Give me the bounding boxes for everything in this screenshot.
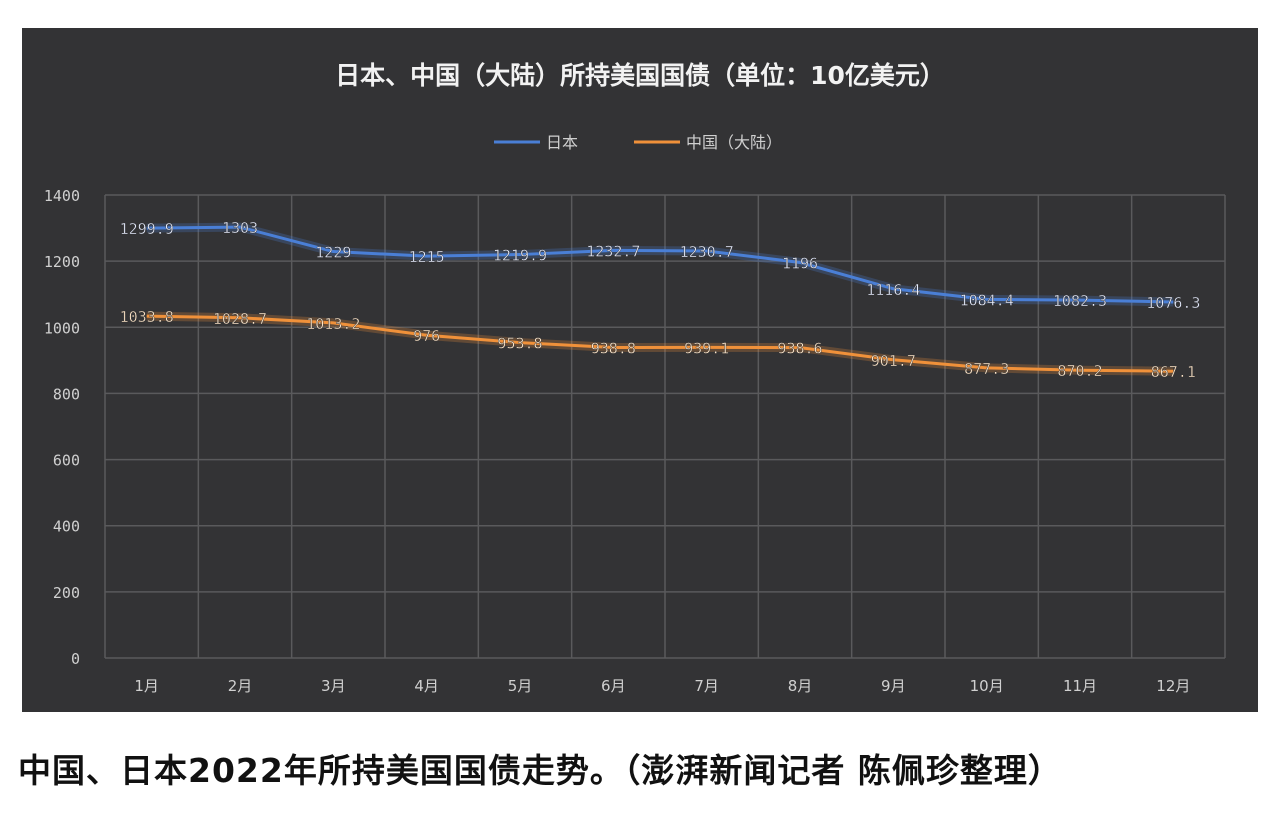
data-label: 1033.8 (120, 308, 174, 326)
data-label: 1232.7 (586, 242, 640, 260)
series-glow-0 (146, 222, 1174, 307)
data-label: 1013.2 (306, 315, 360, 333)
data-label: 1303 (222, 219, 258, 237)
x-tick-label: 4月 (414, 677, 439, 695)
x-tick-label: 10月 (970, 677, 1004, 695)
data-label: 901.7 (871, 352, 916, 370)
x-tick-label: 6月 (601, 677, 626, 695)
figure-caption: 中国、日本2022年所持美国国债走势。（澎湃新闻记者 陈佩珍整理） (18, 751, 1062, 790)
y-tick-label: 0 (71, 650, 80, 668)
series-line-1 (146, 314, 1174, 373)
data-label: 976 (413, 327, 440, 345)
data-label: 1076.3 (1146, 294, 1200, 312)
data-label: 939.1 (684, 339, 729, 357)
x-tick-label: 9月 (881, 677, 906, 695)
data-label: 1084.4 (960, 291, 1014, 309)
x-tick-label: 11月 (1063, 677, 1097, 695)
data-label: 1230.7 (680, 243, 734, 261)
series-line-0 (146, 225, 1174, 304)
chart-panel: 日本、中国（大陆）所持美国国债（单位：10亿美元） 日本 中国（大陆） 0 200 400… (22, 28, 1258, 712)
data-label: 1082.3 (1053, 292, 1107, 310)
x-tick-label: 3月 (321, 677, 346, 695)
data-label: 870.2 (1057, 362, 1102, 380)
x-tick-label: 5月 (508, 677, 533, 695)
data-label: 867.1 (1151, 363, 1196, 381)
legend-label: 日本 (546, 133, 578, 152)
data-label: 938.8 (591, 340, 636, 358)
data-label: 877.3 (964, 360, 1009, 378)
data-label: 953.8 (497, 335, 542, 353)
x-tick-label: 1月 (134, 677, 159, 695)
y-tick-label: 400 (53, 518, 80, 536)
data-label: 1116.4 (866, 281, 920, 299)
data-label: 1219.9 (493, 247, 547, 265)
y-tick-label: 200 (53, 584, 80, 602)
x-tick-label: 12月 (1156, 677, 1190, 695)
y-tick-label: 1000 (44, 319, 80, 337)
data-label: 1229 (315, 244, 351, 262)
data-label: 1196 (782, 254, 818, 272)
y-tick-label: 1200 (44, 253, 80, 271)
data-label: 1299.9 (120, 220, 174, 238)
legend-label: 中国（大陆） (686, 133, 782, 152)
y-tick-label: 800 (53, 385, 80, 403)
x-tick-label: 2月 (228, 677, 253, 695)
y-tick-label: 1400 (44, 187, 80, 205)
x-tick-label: 8月 (788, 677, 813, 695)
y-tick-label: 600 (53, 452, 80, 470)
chart-title: 日本、中国（大陆）所持美国国债（单位：10亿美元） (335, 61, 945, 90)
series-glow-1 (146, 311, 1174, 376)
line-chart: 日本、中国（大陆）所持美国国债（单位：10亿美元） 日本 中国（大陆） 0 200 400… (44, 61, 1226, 695)
x-tick-label: 7月 (694, 677, 719, 695)
data-label: 1215 (409, 248, 445, 266)
data-label: 938.6 (777, 340, 822, 358)
data-label: 1028.7 (213, 310, 267, 328)
